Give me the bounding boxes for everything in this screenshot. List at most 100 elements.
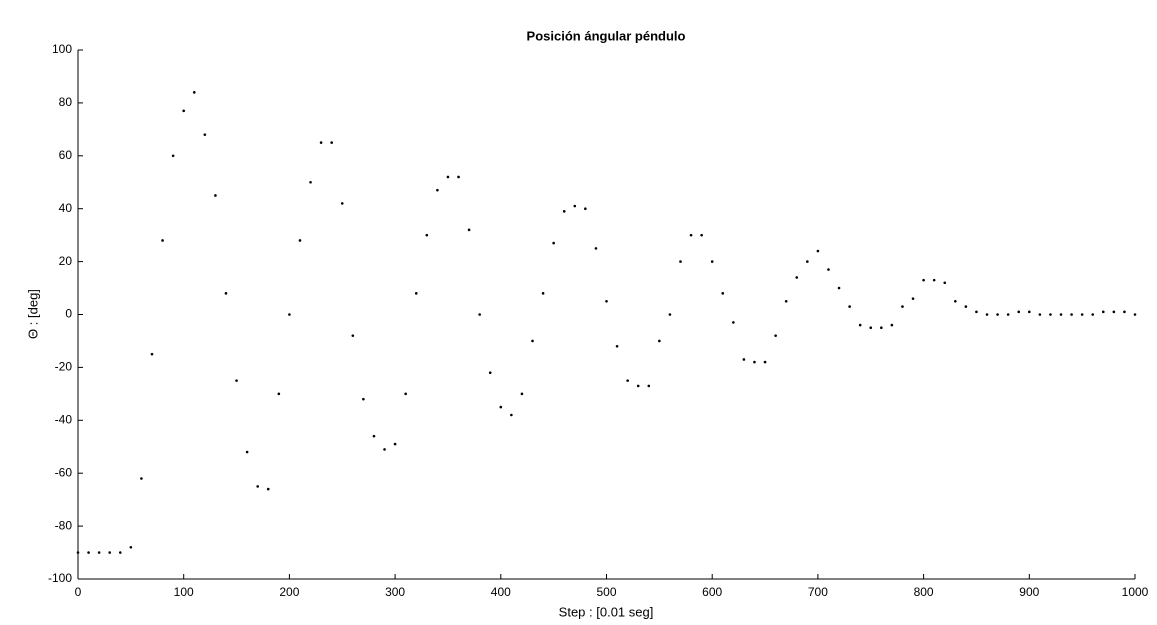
x-tick-label: 600 bbox=[702, 585, 722, 599]
data-point bbox=[531, 339, 534, 343]
data-point bbox=[1123, 310, 1126, 314]
data-point bbox=[996, 313, 999, 316]
x-tick-label: 900 bbox=[1019, 585, 1039, 599]
data-point bbox=[436, 188, 439, 192]
data-point bbox=[383, 448, 386, 451]
data-point bbox=[689, 233, 693, 237]
data-point bbox=[668, 313, 672, 316]
y-tick-label: -40 bbox=[55, 412, 73, 426]
data-point bbox=[1028, 310, 1031, 314]
data-point bbox=[605, 299, 608, 303]
data-point bbox=[351, 334, 355, 337]
data-point bbox=[277, 392, 281, 396]
data-point bbox=[214, 194, 217, 197]
data-point bbox=[203, 133, 207, 136]
data-point bbox=[911, 297, 915, 300]
data-point bbox=[858, 323, 862, 327]
data-point bbox=[615, 344, 619, 348]
data-point bbox=[573, 204, 577, 208]
data-point bbox=[890, 323, 894, 327]
data-point bbox=[140, 477, 143, 480]
data-point bbox=[192, 91, 196, 94]
data-point bbox=[552, 241, 555, 245]
data-point bbox=[922, 278, 925, 282]
data-point bbox=[1017, 310, 1021, 314]
data-point bbox=[964, 305, 968, 308]
data-point bbox=[97, 551, 101, 554]
y-tick-label: 20 bbox=[59, 254, 73, 268]
x-tick-label: 200 bbox=[279, 585, 299, 599]
x-tick-label: 1000 bbox=[1122, 585, 1149, 599]
data-point bbox=[266, 487, 270, 491]
data-point bbox=[594, 247, 598, 250]
x-tick-label: 0 bbox=[75, 585, 82, 599]
data-point bbox=[478, 313, 481, 316]
data-point bbox=[446, 175, 450, 179]
data-point bbox=[1049, 313, 1052, 316]
data-point bbox=[562, 210, 566, 213]
data-point bbox=[150, 352, 154, 356]
data-point bbox=[721, 292, 725, 295]
y-tick-label: 40 bbox=[59, 201, 73, 215]
y-tick-label: -60 bbox=[55, 465, 73, 479]
data-point bbox=[425, 233, 429, 237]
data-point bbox=[182, 109, 185, 113]
data-point bbox=[763, 360, 767, 364]
data-point bbox=[414, 292, 418, 295]
data-point bbox=[520, 392, 524, 396]
data-point bbox=[584, 207, 587, 210]
data-point bbox=[1059, 313, 1063, 316]
y-tick-label: 100 bbox=[52, 42, 72, 56]
x-tick-label: 400 bbox=[491, 585, 511, 599]
data-point bbox=[499, 405, 503, 409]
x-tick-label: 300 bbox=[385, 585, 405, 599]
data-point bbox=[288, 313, 291, 316]
data-point bbox=[658, 339, 661, 343]
data-point bbox=[404, 392, 407, 396]
data-point bbox=[806, 260, 809, 263]
data-point bbox=[171, 154, 175, 158]
x-tick-label: 500 bbox=[596, 585, 616, 599]
data-point bbox=[457, 175, 460, 179]
data-point bbox=[753, 360, 756, 364]
data-point bbox=[340, 202, 344, 205]
data-point bbox=[679, 260, 682, 263]
data-point bbox=[732, 321, 735, 324]
data-point bbox=[985, 313, 989, 316]
data-point bbox=[932, 278, 936, 282]
data-point bbox=[129, 545, 133, 549]
data-point bbox=[1091, 313, 1095, 316]
y-tick-label: 0 bbox=[65, 307, 72, 321]
data-point bbox=[869, 326, 873, 330]
x-tick-label: 700 bbox=[808, 585, 828, 599]
data-point bbox=[224, 292, 228, 295]
data-point bbox=[298, 239, 302, 242]
data-point bbox=[636, 384, 640, 388]
data-point bbox=[774, 334, 777, 337]
data-point bbox=[742, 358, 746, 361]
data-point bbox=[795, 276, 799, 279]
x-axis-label: Step : [0.01 seg] bbox=[559, 604, 654, 619]
data-point bbox=[954, 299, 957, 303]
data-point bbox=[1133, 313, 1137, 316]
data-point bbox=[700, 233, 703, 237]
data-point bbox=[393, 442, 397, 446]
data-point bbox=[362, 397, 365, 401]
data-point bbox=[880, 326, 883, 330]
data-point bbox=[1101, 310, 1105, 314]
y-tick-label: 60 bbox=[59, 148, 73, 162]
y-tick-label: -20 bbox=[55, 360, 73, 374]
chart-title: Posición ángular péndulo bbox=[527, 28, 686, 43]
data-point bbox=[1112, 310, 1116, 314]
x-tick-label: 100 bbox=[174, 585, 194, 599]
data-point bbox=[710, 260, 714, 263]
data-point bbox=[975, 310, 978, 314]
data-point bbox=[816, 249, 820, 253]
data-point bbox=[309, 180, 312, 184]
data-point bbox=[647, 384, 651, 388]
data-point bbox=[541, 292, 545, 295]
data-point bbox=[626, 379, 629, 382]
data-point bbox=[827, 268, 830, 271]
